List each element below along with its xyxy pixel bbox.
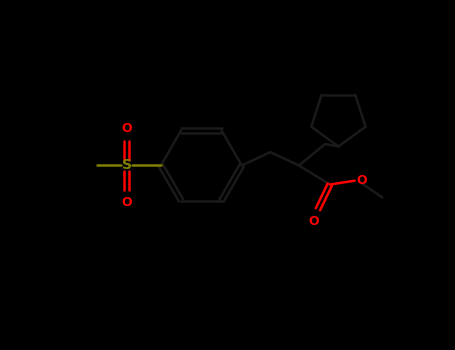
Text: O: O xyxy=(357,174,367,187)
Text: O: O xyxy=(121,196,132,209)
Text: O: O xyxy=(121,122,132,135)
Text: S: S xyxy=(121,159,131,173)
Text: O: O xyxy=(309,215,319,228)
